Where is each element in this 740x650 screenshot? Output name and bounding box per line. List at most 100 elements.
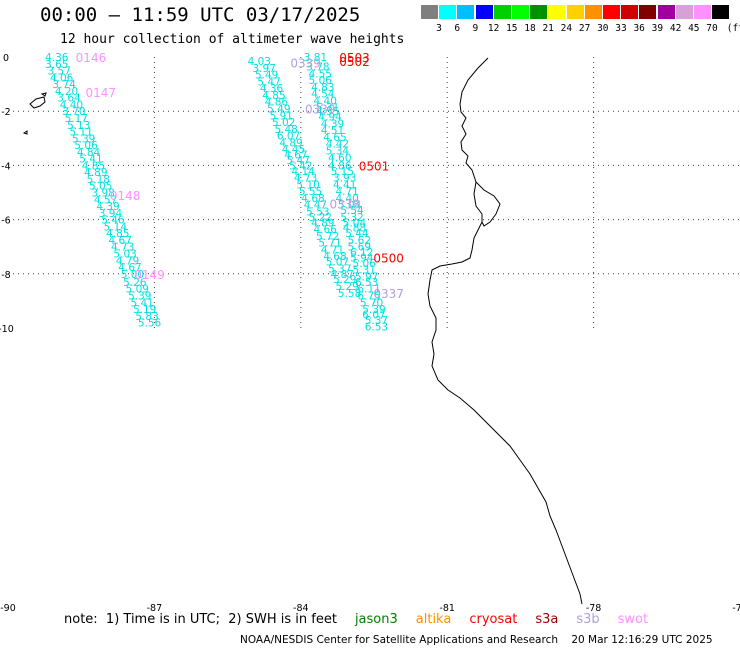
pass-label: 0146	[76, 51, 107, 65]
swh-value: 5.03	[113, 248, 136, 260]
legend-swatch	[421, 5, 438, 19]
swh-value: 5.49	[267, 103, 290, 115]
swh-value: 4.79	[116, 255, 139, 267]
swh-value: 5.04	[343, 217, 367, 229]
swh-values: 4.363.653.574.063.744.203.644.403.705.17…	[45, 52, 388, 334]
legend-label: 21	[542, 23, 554, 34]
lat-tick-label: -2	[1, 107, 10, 118]
swh-value: 3.78	[306, 61, 329, 73]
swh-value: 4.39	[96, 201, 119, 213]
swh-value: 5.13	[67, 120, 90, 132]
swh-value: 4.83	[311, 82, 334, 94]
swh-value: 5.47	[287, 155, 310, 167]
pass-label: 0338	[329, 197, 360, 211]
swh-value: 6.07	[277, 131, 300, 143]
legend-swatch	[639, 5, 657, 19]
swh-value: 5.10	[296, 179, 319, 191]
legend-swatch	[712, 5, 730, 19]
satellite-name: jason3	[354, 612, 398, 627]
pass-label: 0149	[134, 268, 165, 282]
lat-tick-label: -4	[1, 161, 10, 172]
swh-value: 5.54	[340, 205, 364, 217]
legend-swatch	[512, 5, 529, 19]
map-title: 00:00 — 11:59 UTC 03/17/2025	[40, 4, 361, 26]
swh-value: 5.07	[326, 257, 349, 269]
swh-value: 5.06	[353, 258, 377, 270]
legend-swatch	[603, 5, 620, 19]
swh-value: 5.09	[126, 284, 149, 296]
legend-swatch	[584, 5, 602, 19]
legend-swatch	[694, 5, 711, 19]
swh-value: 5.22	[309, 212, 332, 224]
swh-value: 5.56	[138, 318, 162, 330]
satellite-name: cryosat	[469, 612, 518, 627]
swh-value: 4.47	[304, 200, 327, 212]
pass-label: 0339	[290, 56, 321, 70]
legend-label: 39	[651, 23, 664, 34]
swh-value: 4.68	[301, 193, 324, 205]
lon-tick-label: -90	[0, 603, 16, 614]
legend-label: 30	[597, 23, 609, 34]
swh-value: 5.91	[270, 110, 293, 122]
swh-value: 5.39	[72, 133, 95, 145]
swh-value: 5.47	[257, 76, 280, 88]
swh-value: 4.40	[335, 193, 358, 205]
legend-label: 24	[560, 23, 573, 34]
legend-label: 45	[688, 23, 700, 34]
swh-value: 4.36	[45, 52, 69, 64]
swh-value: 5.14	[104, 221, 128, 233]
swh-value: 6.07	[362, 309, 385, 321]
swh-value: 4.84	[77, 147, 101, 159]
legend-unit: (ft)	[726, 23, 740, 34]
swh-value: 5.94	[350, 253, 374, 265]
legend-label: 9	[472, 23, 479, 34]
swh-value: 4.89	[84, 167, 107, 179]
swh-value: 4.41	[333, 179, 356, 191]
swh-value: 3.98	[91, 188, 114, 200]
lat-lon-grid	[8, 57, 740, 328]
swh-value: 4.89	[311, 217, 334, 229]
swh-value: 6.53	[365, 322, 388, 334]
swh-value: 5.31	[353, 265, 376, 277]
swh-value: 5.11	[70, 127, 93, 139]
swh-value: 4.55	[309, 68, 332, 80]
swh-value: 5.62	[348, 235, 371, 247]
swh-value: 5.42	[289, 160, 312, 172]
legend-swatch	[566, 5, 584, 19]
swh-value: 5.58	[338, 288, 361, 300]
swh-value: 4.57	[94, 194, 117, 206]
satellite-name: s3b	[576, 612, 600, 627]
swh-value: 5.17	[65, 113, 88, 125]
swh-value: 5.41	[131, 297, 154, 309]
swh-value: 4.06	[50, 72, 74, 84]
swh-value: 4.86	[265, 97, 289, 109]
lat-tick-label: -6	[1, 216, 10, 227]
swh-value: 4.40	[314, 95, 337, 107]
swh-value: 4.42	[326, 139, 349, 151]
swh-value: 5.06	[74, 140, 98, 152]
swh-value: 4.45	[282, 144, 305, 156]
legend-label: 12	[487, 23, 500, 34]
swh-value: 3.64	[57, 93, 81, 105]
satellite-name: s3a	[535, 612, 559, 627]
legend-swatch	[530, 5, 548, 19]
pass-label: 0501	[359, 159, 390, 173]
swh-value: 5.29	[333, 274, 356, 286]
lon-tick-label: -78	[586, 603, 602, 614]
map-subtitle: 12 hour collection of altimeter wave hei…	[60, 32, 405, 47]
lon-tick-label: -75	[732, 603, 740, 614]
legend-swatch	[675, 5, 693, 19]
legend-swatch	[439, 5, 457, 19]
swh-value: 5.46	[101, 215, 125, 227]
swh-value: 4.39	[321, 118, 344, 130]
legend-swatch	[621, 5, 639, 19]
swh-value: 4.85	[106, 228, 129, 240]
swh-value: 5.70	[360, 297, 383, 309]
swh-value: 5.97	[355, 272, 378, 284]
swh-value: 4.14	[292, 166, 316, 178]
swh-value: 5.39	[362, 304, 385, 316]
legend-label: 15	[506, 23, 518, 34]
lon-tick-label: -81	[439, 603, 455, 614]
swh-value: 4.55	[316, 106, 339, 118]
